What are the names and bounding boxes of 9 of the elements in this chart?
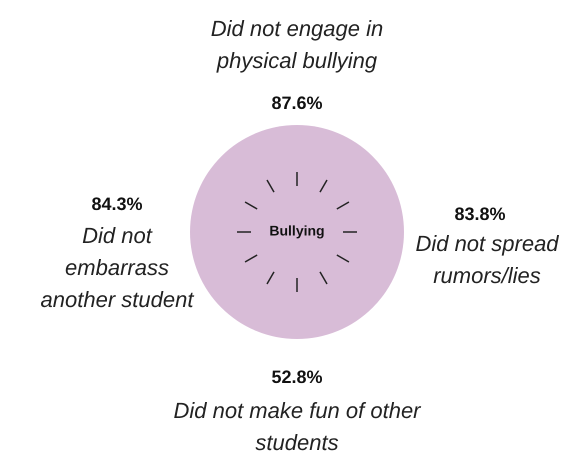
data-label: 84.3%	[91, 194, 143, 214]
data-label: 83.8%	[454, 204, 506, 224]
category-label: Did not make fun of other students	[173, 398, 422, 455]
data-label: 87.6%	[271, 92, 323, 113]
data-label: 52.8%	[271, 366, 323, 387]
category-label: Did not spread rumors/lies	[415, 230, 560, 288]
text: Bullying	[269, 222, 325, 239]
category-label: Did not embarrass another student	[40, 222, 194, 312]
category-label: Did not engage in physical bullying	[210, 16, 384, 73]
